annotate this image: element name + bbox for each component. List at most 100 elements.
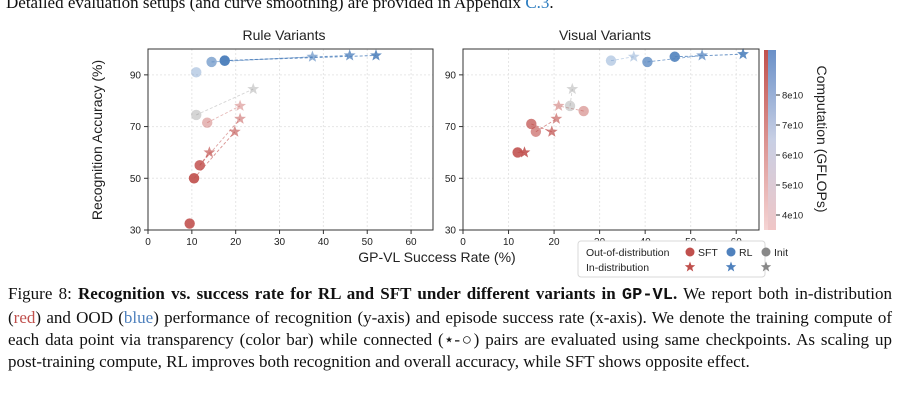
- caption-blue-word: blue: [123, 308, 154, 327]
- caption-bold-part-1: Recognition vs. success rate for RL and …: [78, 284, 622, 303]
- x-tick-label: 0: [460, 237, 466, 248]
- y-tick-label: 30: [130, 226, 142, 237]
- sft-id-star: [234, 112, 246, 124]
- data-points: [184, 49, 382, 229]
- legend-id-markers: [684, 261, 772, 272]
- sft-ood-point: [194, 160, 205, 171]
- rl-pair-line: [224, 55, 377, 62]
- preceding-text-line: Detailed evaluation setups (and curve sm…: [6, 0, 554, 13]
- data-points: [512, 47, 749, 158]
- sft-ood-point: [526, 118, 537, 130]
- legend-rl-ood-marker: [726, 247, 736, 257]
- visual-variants-grid: [462, 49, 759, 231]
- x-axis-label: GP-VL Success Rate (%): [358, 249, 515, 265]
- rl-id-star: [696, 49, 708, 61]
- rl-id-star: [737, 47, 749, 60]
- colorbar-tick-label: 7e10: [782, 121, 803, 132]
- x-tick-label: 0: [145, 237, 151, 248]
- caption-text-3: ) performance of recognition (y-axis) an…: [8, 308, 892, 371]
- sft-id-star: [545, 125, 558, 137]
- sft-ood-point: [530, 126, 542, 137]
- rule-variants-grid: [147, 49, 433, 231]
- sft-pair-line: [535, 118, 557, 133]
- init-pair-line: [569, 89, 573, 106]
- legend: Out-of-distribution In-distribution SFT …: [577, 240, 788, 278]
- preceding-text-end: .: [549, 0, 554, 12]
- colorbar-red-strip: [764, 50, 768, 230]
- rl-pair-line: [674, 53, 744, 58]
- caption-text-1: We report both in-distribution (: [8, 284, 892, 327]
- init-pair-line: [196, 88, 254, 116]
- legend-rl-id-star: [725, 261, 737, 272]
- rl-id-star: [627, 50, 640, 62]
- sft-id-star: [203, 146, 216, 158]
- legend-ood-label: Out-of-distribution: [586, 247, 670, 259]
- sft-pair-line: [558, 105, 584, 112]
- rule-variants-y-ticks: 30 50 70 90: [130, 70, 148, 237]
- caption-label: Figure 8:: [8, 284, 78, 303]
- caption-bold-mono: GP-VL: [621, 286, 673, 305]
- sft-pair-line: [193, 131, 236, 179]
- colorbar-tick-label: 8e10: [782, 91, 803, 102]
- caption-red-word: red: [13, 308, 36, 327]
- caption-text-2: ) and OOD (: [35, 308, 124, 327]
- colorbar-gradient: [768, 50, 776, 230]
- sft-id-star: [234, 99, 246, 111]
- rule-variants-frame: [147, 48, 434, 231]
- sft-pair-line: [206, 105, 241, 124]
- x-tick-label: 10: [186, 237, 198, 248]
- sft-id-star: [228, 125, 241, 137]
- y-tick-label: 50: [445, 174, 457, 185]
- figure-caption: Figure 8: Recognition vs. success rate f…: [8, 283, 892, 373]
- rl-id-star: [343, 49, 356, 61]
- legend-init-label: Init: [774, 247, 788, 259]
- legend-rl-label: RL: [739, 247, 753, 259]
- sft-ood-point: [201, 117, 213, 128]
- legend-box: [577, 240, 766, 278]
- colorbar-tick-label: 4e10: [782, 211, 803, 222]
- preceding-text: Detailed evaluation setups (and curve sm…: [6, 0, 526, 12]
- x-tick-label: 20: [549, 237, 561, 248]
- x-tick-label: 20: [230, 237, 242, 248]
- y-axis-label: Recognition Accuracy (%): [89, 60, 105, 220]
- figure-8-plots: Rule Variants Recognition Accuracy (%) 0…: [89, 27, 830, 278]
- legend-init-id-star: [760, 261, 772, 272]
- sft-ood-point: [578, 105, 589, 117]
- rl-ood-point: [206, 56, 217, 68]
- rl-ood-point: [605, 55, 617, 66]
- x-tick-label: 50: [362, 237, 374, 248]
- colorbar-ticks: 4e10 5e10 6e10 7e10 8e10: [776, 91, 803, 222]
- visual-variants-marks: [512, 47, 749, 158]
- init-id-star: [247, 82, 260, 95]
- caption-bold-title: Recognition vs. success rate for RL and …: [78, 284, 678, 305]
- rule-variants-x-ticks: 0 10 20 30 40 50 60: [145, 230, 417, 248]
- caption-bold-part-2: .: [672, 284, 678, 303]
- legend-sft-label: SFT: [698, 247, 718, 259]
- colorbar-tick-label: 5e10: [782, 181, 803, 192]
- visual-variants-y-ticks: 30 50 70 90: [445, 70, 463, 237]
- init-id-star: [566, 82, 579, 95]
- sft-pair-line: [199, 118, 241, 166]
- y-tick-label: 90: [445, 70, 457, 81]
- colorbar: 4e10 5e10 6e10 7e10 8e10 Computation (GFLOPs…: [764, 50, 830, 230]
- sft-ood-point: [512, 147, 523, 158]
- x-tick-label: 10: [503, 237, 515, 248]
- x-tick-label: 60: [406, 237, 418, 248]
- sft-id-star: [552, 99, 565, 111]
- rl-pair-line: [610, 56, 634, 62]
- sft-id-star: [550, 112, 563, 124]
- pair-connectors: [193, 55, 377, 179]
- y-tick-label: 70: [445, 122, 457, 133]
- x-tick-label: 30: [274, 237, 286, 248]
- sft-ood-point: [184, 218, 195, 229]
- rule-variants-panel: Rule Variants Recognition Accuracy (%) 0…: [89, 27, 434, 248]
- rl-ood-point: [219, 55, 230, 66]
- x-tick-label: 40: [318, 237, 330, 248]
- appendix-link[interactable]: C.3: [525, 0, 550, 12]
- rule-variants-marks: [184, 49, 382, 229]
- visual-variants-title: Visual Variants: [559, 27, 651, 43]
- y-tick-label: 70: [130, 122, 142, 133]
- y-tick-label: 30: [445, 226, 457, 237]
- colorbar-label: Computation (GFLOPs): [814, 65, 830, 212]
